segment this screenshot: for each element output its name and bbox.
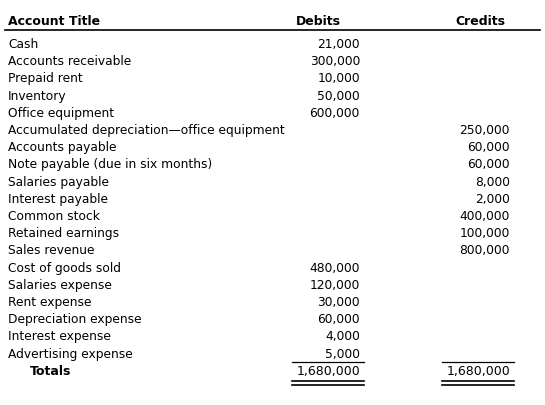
Text: Accumulated depreciation—office equipment: Accumulated depreciation—office equipmen… (8, 124, 284, 136)
Text: Office equipment: Office equipment (8, 107, 114, 119)
Text: 1,680,000: 1,680,000 (446, 364, 510, 377)
Text: Depreciation expense: Depreciation expense (8, 312, 142, 325)
Text: 50,000: 50,000 (317, 90, 360, 102)
Text: 5,000: 5,000 (325, 347, 360, 360)
Text: Accounts payable: Accounts payable (8, 141, 117, 154)
Text: 100,000: 100,000 (459, 227, 510, 240)
Text: 2,000: 2,000 (475, 192, 510, 205)
Text: Note payable (due in six months): Note payable (due in six months) (8, 158, 212, 171)
Text: 4,000: 4,000 (325, 330, 360, 343)
Text: Advertising expense: Advertising expense (8, 347, 133, 360)
Text: Retained earnings: Retained earnings (8, 227, 119, 240)
Text: Debits: Debits (295, 15, 341, 28)
Text: 300,000: 300,000 (310, 55, 360, 68)
Text: 8,000: 8,000 (475, 175, 510, 188)
Text: 120,000: 120,000 (310, 278, 360, 291)
Text: 10,000: 10,000 (317, 72, 360, 85)
Text: Credits: Credits (455, 15, 505, 28)
Text: Inventory: Inventory (8, 90, 66, 102)
Text: Prepaid rent: Prepaid rent (8, 72, 83, 85)
Text: 21,000: 21,000 (317, 38, 360, 51)
Text: Common stock: Common stock (8, 209, 100, 222)
Text: 800,000: 800,000 (459, 244, 510, 257)
Text: 60,000: 60,000 (317, 312, 360, 325)
Text: 60,000: 60,000 (468, 158, 510, 171)
Text: 480,000: 480,000 (310, 261, 360, 274)
Text: Sales revenue: Sales revenue (8, 244, 94, 257)
Text: Account Title: Account Title (8, 15, 100, 28)
Text: Rent expense: Rent expense (8, 295, 92, 308)
Text: Accounts receivable: Accounts receivable (8, 55, 131, 68)
Text: Cost of goods sold: Cost of goods sold (8, 261, 121, 274)
Text: Totals: Totals (30, 364, 71, 377)
Text: 1,680,000: 1,680,000 (296, 364, 360, 377)
Text: 60,000: 60,000 (468, 141, 510, 154)
Text: 600,000: 600,000 (310, 107, 360, 119)
Text: Interest expense: Interest expense (8, 330, 111, 343)
Text: 250,000: 250,000 (459, 124, 510, 136)
Text: Interest payable: Interest payable (8, 192, 108, 205)
Text: 400,000: 400,000 (459, 209, 510, 222)
Text: Salaries expense: Salaries expense (8, 278, 112, 291)
Text: 30,000: 30,000 (317, 295, 360, 308)
Text: Cash: Cash (8, 38, 38, 51)
Text: Salaries payable: Salaries payable (8, 175, 109, 188)
